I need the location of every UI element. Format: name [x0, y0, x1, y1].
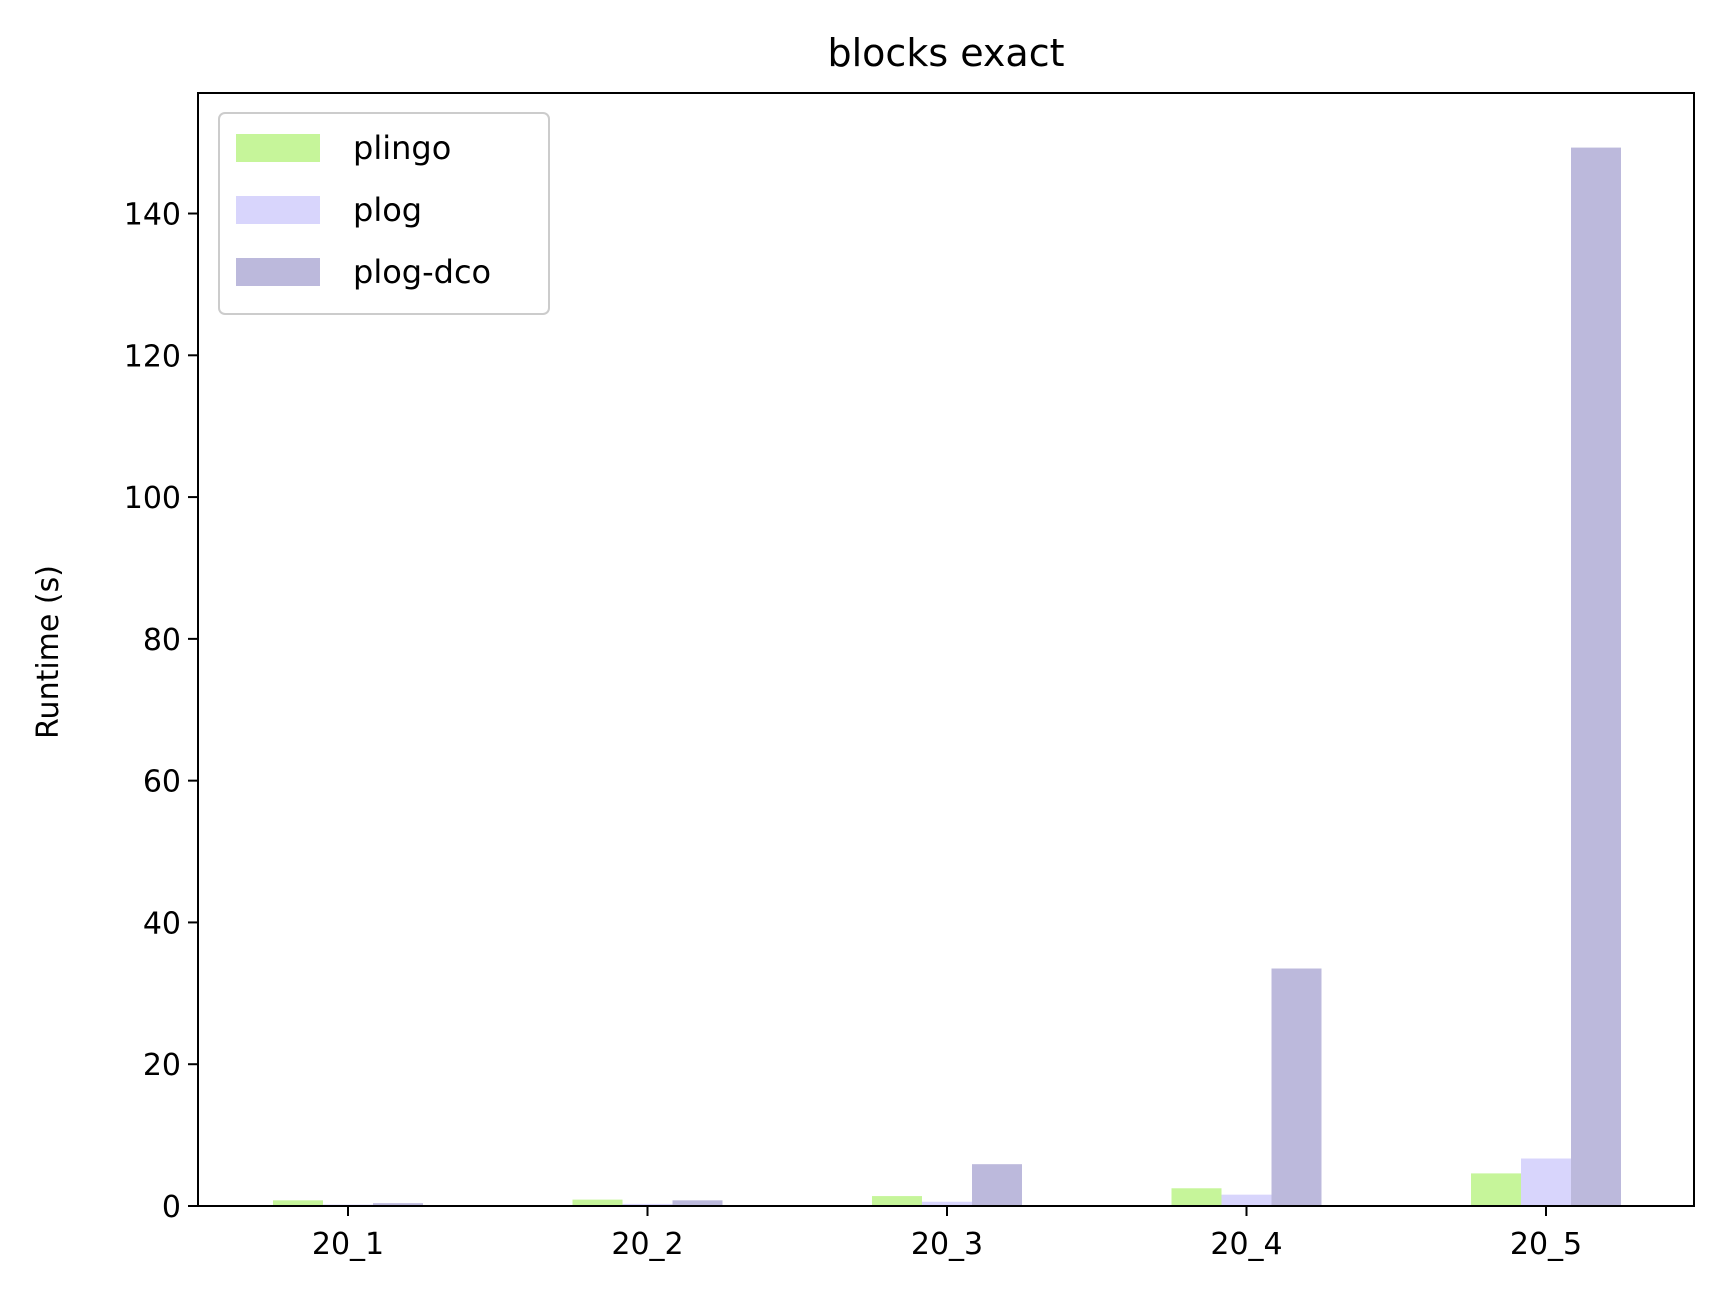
legend-swatch-plog-dco	[236, 258, 320, 286]
bar-plog-20_5	[1521, 1158, 1571, 1206]
x-tick-label: 20_5	[1510, 1227, 1582, 1262]
x-tick-label: 20_4	[1210, 1227, 1282, 1262]
bar-plingo-20_5	[1471, 1173, 1521, 1206]
legend-swatch-plingo	[236, 134, 320, 162]
legend-label-plog: plog	[353, 191, 422, 229]
y-axis-label: Runtime (s)	[31, 565, 66, 739]
y-tick-label: 20	[143, 1048, 181, 1083]
legend-swatch-plog	[236, 196, 320, 224]
y-tick-label: 120	[124, 339, 181, 374]
legend-label-plingo: plingo	[353, 129, 451, 167]
legend-label-plog-dco: plog-dco	[353, 253, 491, 291]
y-tick-label: 140	[124, 198, 181, 233]
y-axis: 0 20 40 60 80 100 120 140	[124, 198, 198, 1225]
bar-plingo-20_4	[1171, 1188, 1222, 1206]
bar-plog-dco-20_3	[972, 1164, 1022, 1206]
y-tick-label: 0	[162, 1190, 181, 1225]
x-tick-label: 20_3	[911, 1227, 983, 1262]
bar-plog-20_2	[622, 1203, 673, 1206]
bars-group	[273, 147, 1621, 1206]
bar-plog-dco-20_4	[1271, 968, 1322, 1206]
y-tick-label: 60	[143, 765, 181, 800]
bar-plingo-20_3	[872, 1196, 922, 1206]
bar-plog-dco-20_5	[1571, 147, 1621, 1206]
bar-plog-dco-20_1	[373, 1203, 423, 1206]
bar-plingo-20_1	[273, 1200, 323, 1206]
x-tick-label: 20_2	[611, 1227, 683, 1262]
bar-plog-dco-20_2	[672, 1200, 723, 1206]
y-tick-label: 80	[143, 623, 181, 658]
plot-frame	[197, 92, 1695, 1207]
bar-plog-20_3	[922, 1201, 972, 1206]
legend: plingo plog plog-dco	[218, 112, 550, 315]
x-tick-label: 20_1	[312, 1227, 384, 1262]
y-tick-label: 100	[124, 481, 181, 516]
x-axis: 20_1 20_2 20_3 20_4 20_5	[312, 1206, 1582, 1262]
bar-plingo-20_2	[572, 1199, 623, 1206]
bar-plog-20_4	[1221, 1194, 1272, 1206]
chart-title: blocks exact	[828, 31, 1065, 75]
y-tick-label: 40	[143, 906, 181, 941]
